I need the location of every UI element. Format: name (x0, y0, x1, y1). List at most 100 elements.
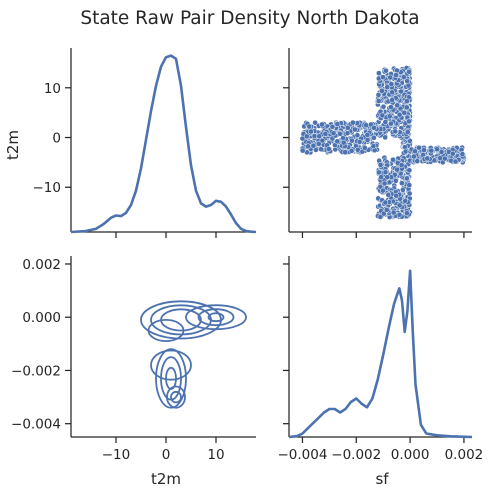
x-t2m-tick-label: −10 (102, 447, 131, 463)
scatter-point (388, 120, 394, 127)
y-axis-label-t2m: t2m (4, 130, 22, 160)
scatter-point (404, 175, 410, 182)
scatter-point (401, 109, 408, 116)
scatter-point (375, 92, 382, 98)
scatter-point (396, 211, 403, 218)
scatter-point (330, 130, 337, 137)
scatter-point (376, 70, 382, 76)
panel-t2m-density: 10 0 −10 (33, 48, 257, 238)
scatter-point (334, 121, 341, 127)
x-sf-tick-label: −0.002 (331, 447, 381, 463)
scatter-point (438, 149, 445, 155)
scatter-point (375, 98, 382, 104)
scatter-point (406, 118, 412, 125)
scatter-point (376, 169, 382, 176)
scatter-point (403, 104, 410, 111)
scatter-point (370, 143, 377, 150)
kde-contour (185, 304, 247, 331)
scatter-point (404, 98, 410, 104)
scatter-point (406, 182, 413, 188)
scatter-point (303, 133, 310, 140)
kde-contour (166, 385, 186, 409)
scatter-point (377, 162, 384, 168)
scatter-point (386, 113, 393, 120)
scatter-point (434, 146, 440, 153)
scatter-point (349, 137, 355, 144)
scatter-point (392, 128, 399, 135)
scatter-point (404, 129, 411, 135)
scatter-point (394, 102, 401, 109)
scatter-point (342, 149, 349, 156)
scatter-point (412, 148, 418, 155)
scatter-point (392, 178, 399, 184)
panel-t2m-vs-sf-kde: −10 0 10 0.002 0.000 −0.002 −0.004 (11, 256, 256, 463)
kde-contour (155, 348, 187, 409)
scatter-point (305, 143, 311, 150)
scatter-point (315, 140, 322, 147)
scatter-point (364, 137, 371, 143)
kde-contour (170, 390, 182, 404)
panel-sf-vs-t2m-scatter (283, 48, 472, 238)
scatter-point (361, 145, 368, 151)
scatter-point (364, 132, 371, 138)
scatter-point (306, 123, 313, 130)
y-sf-tick-label: 0.002 (22, 257, 61, 273)
scatter-point (406, 68, 412, 75)
scatter-point (402, 148, 409, 155)
scatter-point (344, 124, 351, 131)
sf-density-line (288, 269, 473, 439)
scatter-point (382, 119, 389, 125)
y-t2m-tick-label: 10 (44, 81, 61, 97)
scatter-point (344, 130, 351, 137)
scatter-point (319, 137, 326, 144)
scatter-point (411, 153, 417, 160)
scatter-point (384, 84, 391, 91)
scatter-point (396, 202, 403, 209)
y-sf-tick-label: −0.002 (11, 363, 61, 379)
scatter-point (371, 134, 377, 141)
scatter-point (352, 126, 358, 133)
scatter-point (356, 138, 363, 145)
scatter-point (377, 214, 384, 220)
scatter-point (322, 131, 329, 137)
scatter-point (404, 210, 410, 217)
scatter-point (399, 180, 405, 187)
scatter-point (337, 130, 343, 137)
x-sf-tick-label: 0.000 (391, 447, 430, 463)
scatter-point (350, 119, 356, 126)
scatter-point (428, 147, 435, 154)
scatter-point (387, 74, 394, 81)
kde-contour (147, 318, 185, 342)
x-sf-tick-label: 0.002 (445, 447, 484, 463)
scatter-point (312, 119, 318, 126)
scatter-point (390, 209, 397, 216)
scatter-point (383, 67, 389, 74)
scatter-point (348, 147, 355, 154)
scatter-point (329, 123, 336, 130)
scatter-point (441, 155, 448, 162)
scatter-point (380, 210, 387, 217)
scatter-point (396, 111, 403, 118)
scatter-point (405, 82, 412, 89)
scatter-point (382, 134, 388, 141)
scatter-point (459, 151, 466, 157)
y-t2m-tick-label: 0 (52, 131, 61, 147)
scatter-point (382, 169, 389, 176)
scatter-point (389, 97, 395, 103)
scatter-point (384, 174, 391, 181)
panel-sf-density: −0.004 −0.002 0.000 0.002 (277, 256, 483, 463)
scatter-point (319, 121, 325, 128)
scatter-point (390, 156, 396, 163)
scatter-point (379, 87, 385, 94)
y-sf-tick-label: 0.000 (22, 310, 61, 326)
scatter-point (334, 138, 341, 145)
scatter-point (308, 128, 314, 135)
scatter-point (378, 174, 384, 180)
scatter-point (406, 190, 413, 197)
scatter-point (299, 147, 306, 154)
x-t2m-tick-label: 0 (162, 447, 171, 463)
scatter-point (452, 158, 459, 165)
scatter-point (382, 199, 389, 206)
scatter-point (385, 192, 392, 198)
scatter-point (393, 192, 400, 199)
